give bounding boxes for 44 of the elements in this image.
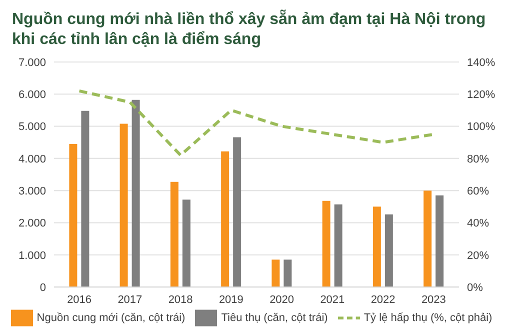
y2-tick-label: 20% (467, 250, 490, 262)
y-tick-label: 6.000 (18, 89, 46, 102)
y2-tick-label: 120% (467, 89, 496, 102)
bar (233, 137, 242, 287)
bar (424, 190, 432, 287)
x-tick-label: 2022 (370, 294, 396, 306)
legend-label: Tỷ lệ hấp thụ (%, cột phải) (364, 312, 492, 324)
y2-tick-label: 140% (467, 56, 496, 69)
bar (436, 195, 444, 287)
bar (322, 200, 330, 287)
y-tick-label: 1.000 (18, 250, 46, 262)
bar (272, 260, 280, 287)
bar (132, 100, 140, 287)
x-tick-label: 2016 (67, 294, 92, 306)
bar (120, 124, 128, 287)
legend-label: Tiêu thụ (căn, cột trái) (221, 312, 328, 324)
bar (372, 206, 381, 287)
x-tick-label: 2017 (118, 294, 142, 306)
x-tick-label: 2021 (320, 294, 345, 306)
y2-tick-label: 40% (467, 218, 490, 230)
x-tick-label: 2018 (168, 294, 193, 306)
x-tick-label: 2020 (270, 294, 294, 306)
y-tick-label: 3.000 (18, 185, 46, 198)
legend-label: Nguồn cung mới (căn, cột trái) (36, 312, 186, 324)
chart-title: Nguồn cung mới nhà liền thổ xây sẵn ảm đạm tại Hà Nội trong khi các tỉnh lân cận là điểm sáng (11, 8, 487, 50)
y-tick-label: 2.000 (18, 218, 46, 230)
bar (334, 204, 342, 287)
y-tick-label: 4.000 (18, 153, 46, 166)
y2-tick-label: 80% (467, 153, 490, 166)
x-tick-label: 2019 (218, 294, 244, 306)
y-tick-label: 5.000 (18, 121, 46, 134)
y2-tick-label: 100% (467, 121, 496, 134)
x-tick-label: 2023 (421, 294, 446, 306)
bar (284, 260, 292, 287)
bar (81, 110, 90, 287)
y2-tick-label: 0% (467, 282, 484, 294)
y2-tick-label: 60% (467, 185, 490, 198)
bar (69, 144, 78, 287)
y-tick-label: 0 (40, 282, 46, 294)
bar (170, 182, 178, 287)
y-tick-label: 7.000 (18, 56, 46, 69)
bar (384, 214, 393, 287)
bar (221, 151, 230, 287)
bar (182, 200, 190, 287)
